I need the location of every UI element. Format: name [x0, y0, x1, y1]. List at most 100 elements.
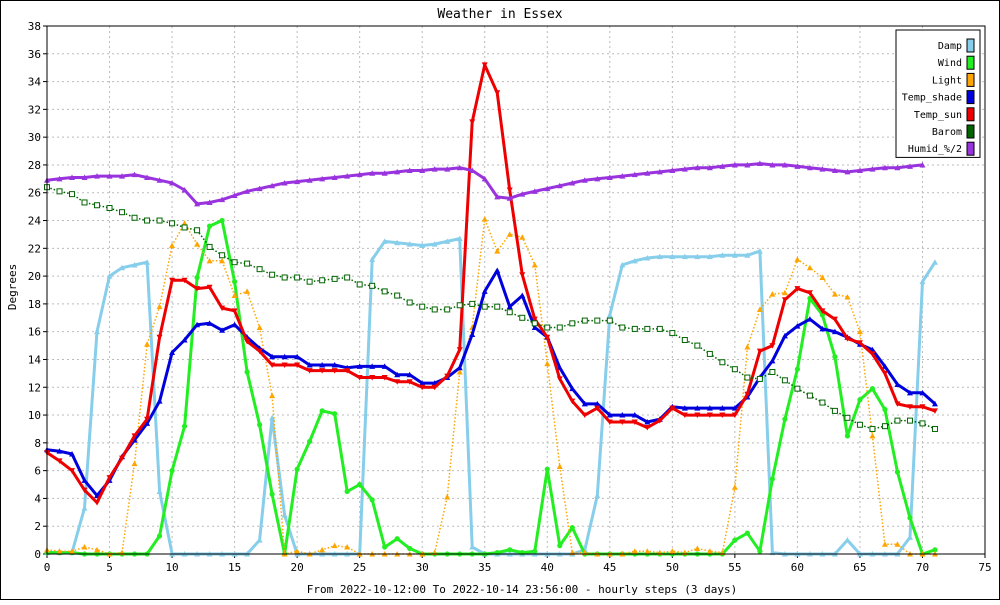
data-point: [569, 180, 576, 186]
data-point: [382, 544, 388, 550]
data-point: [81, 505, 88, 511]
data-point: [719, 252, 726, 258]
data-point: [219, 305, 226, 312]
data-point: [319, 546, 326, 553]
data-point: [281, 512, 288, 518]
data-point: [131, 460, 138, 467]
data-point: [781, 297, 788, 303]
data-point: [694, 342, 701, 349]
x-tick-label: 15: [228, 561, 241, 574]
data-point: [557, 543, 563, 549]
data-point: [456, 164, 463, 171]
data-point: [281, 353, 288, 360]
data-point: [581, 412, 588, 419]
data-point: [794, 286, 801, 292]
data-point: [669, 405, 676, 412]
data-point: [394, 379, 401, 385]
data-point: [619, 173, 626, 179]
data-point: [569, 320, 576, 327]
data-point: [294, 362, 301, 369]
data-point: [256, 324, 263, 331]
data-point: [144, 341, 151, 347]
data-point: [744, 161, 751, 168]
data-point: [119, 173, 126, 179]
data-point: [419, 303, 426, 310]
data-point: [606, 312, 613, 318]
data-point: [831, 316, 838, 323]
data-point: [782, 416, 788, 422]
data-point: [169, 180, 176, 186]
data-point: [531, 320, 538, 327]
data-point: [669, 330, 676, 337]
data-point: [844, 433, 851, 439]
data-point: [606, 317, 613, 324]
x-tick-label: 50: [666, 561, 679, 574]
data-point: [856, 421, 863, 428]
data-point: [294, 274, 301, 281]
data-point: [181, 337, 188, 343]
data-point: [594, 317, 601, 324]
data-point: [844, 336, 851, 342]
data-point: [369, 170, 376, 176]
x-tick-label: 55: [728, 561, 741, 574]
data-point: [119, 455, 126, 462]
data-point: [431, 241, 438, 247]
data-point: [56, 175, 63, 182]
plot-frame: [46, 25, 986, 555]
data-point: [144, 259, 151, 265]
data-point: [731, 252, 738, 258]
data-point: [681, 412, 688, 419]
data-point: [456, 347, 463, 353]
data-point: [594, 405, 601, 412]
data-point: [869, 386, 876, 392]
data-point: [806, 264, 813, 271]
data-point: [106, 205, 113, 212]
x-tick-label: 35: [478, 561, 491, 574]
data-point: [431, 384, 438, 391]
data-point: [231, 321, 238, 328]
data-point: [69, 191, 76, 198]
data-point: [806, 392, 813, 399]
data-point: [357, 481, 363, 488]
data-point: [469, 544, 476, 550]
data-point: [481, 303, 488, 310]
data-point: [569, 385, 576, 392]
data-point: [581, 400, 588, 407]
data-point: [94, 546, 101, 553]
data-point: [556, 376, 563, 382]
data-point: [794, 163, 801, 169]
data-point: [69, 450, 76, 457]
legend-swatch: [966, 55, 975, 70]
y-tick-label: 2: [34, 520, 41, 533]
data-point: [256, 266, 263, 273]
data-point: [656, 253, 663, 260]
data-point: [369, 375, 376, 381]
data-point: [431, 166, 438, 172]
data-point: [694, 412, 701, 419]
data-point: [769, 343, 776, 349]
data-point: [856, 167, 863, 174]
data-point: [519, 272, 526, 278]
data-point: [206, 320, 213, 326]
data-point: [794, 366, 801, 372]
data-point: [244, 369, 250, 375]
chart-title: Weather in Essex: [437, 7, 562, 22]
data-point: [619, 261, 626, 268]
data-point: [481, 288, 488, 294]
data-point: [319, 408, 325, 414]
x-tick-label: 65: [853, 561, 866, 574]
data-point: [706, 405, 713, 411]
data-point: [869, 432, 876, 439]
data-point: [156, 177, 163, 183]
data-point: [344, 544, 351, 550]
data-point: [181, 423, 188, 429]
data-point: [469, 331, 476, 337]
data-point: [919, 161, 926, 168]
legend-label: Damp: [938, 41, 962, 52]
data-point: [94, 202, 101, 209]
legend-swatch: [966, 90, 975, 105]
data-point: [744, 530, 750, 536]
legend-swatch: [966, 124, 975, 139]
data-point: [794, 385, 801, 392]
data-point: [106, 273, 113, 279]
